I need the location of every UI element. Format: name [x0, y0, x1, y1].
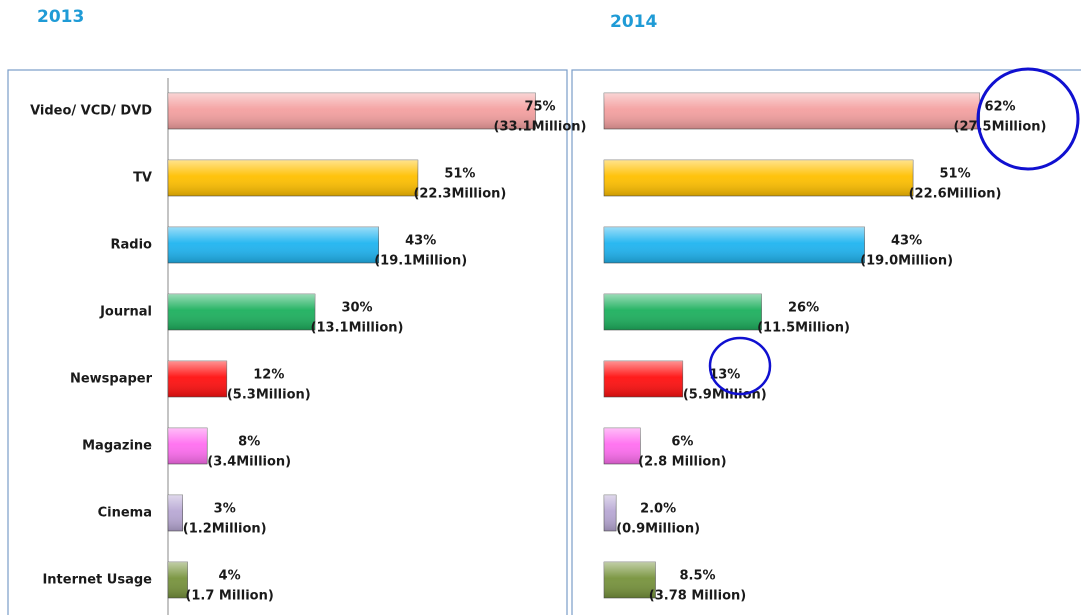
audience-label: (19.0Million) — [860, 254, 953, 269]
category-label: Journal — [99, 305, 152, 320]
bar-shine — [604, 227, 865, 263]
audience-label: (5.3Million) — [227, 388, 311, 403]
panel — [7, 69, 568, 615]
bar-shine — [168, 227, 379, 263]
bar-shine — [604, 160, 914, 196]
value-label: 12% — [253, 368, 284, 383]
category-label: Cinema — [98, 506, 152, 521]
category-label: Internet Usage — [42, 573, 152, 588]
panel — [571, 69, 1081, 615]
category-label: Magazine — [82, 439, 152, 454]
highlight-circle — [708, 336, 772, 396]
bar-shine — [168, 93, 536, 129]
bar-shine — [604, 428, 641, 464]
value-label: 43% — [405, 234, 436, 249]
value-label: 62% — [984, 100, 1015, 115]
value-label: 2.0% — [640, 502, 676, 517]
audience-label: (0.9Million) — [616, 522, 700, 537]
value-label: 26% — [788, 301, 819, 316]
value-label: 51% — [939, 167, 970, 182]
audience-label: (5.9Million) — [683, 388, 767, 403]
value-label: 3% — [214, 502, 236, 517]
audience-label: (1.7 Million) — [185, 589, 273, 604]
bar-shine — [168, 294, 315, 330]
audience-label: (11.5Million) — [757, 321, 850, 336]
bar-shine — [168, 361, 227, 397]
audience-label: (27.5Million) — [954, 120, 1047, 135]
category-label: Radio — [111, 238, 153, 253]
bar-shine — [168, 562, 188, 598]
category-label: Newspaper — [70, 372, 153, 387]
audience-label: (22.3Million) — [413, 187, 506, 202]
bar-shine — [604, 294, 762, 330]
bar-shine — [604, 93, 980, 129]
audience-label: (3.4Million) — [207, 455, 291, 470]
audience-label: (33.1Million) — [494, 120, 587, 135]
audience-label: (2.8 Million) — [638, 455, 726, 470]
value-label: 30% — [341, 301, 372, 316]
value-label: 8.5% — [679, 569, 715, 584]
value-label: 6% — [671, 435, 693, 450]
audience-label: (3.78 Million) — [649, 589, 746, 604]
value-label: 51% — [444, 167, 475, 182]
bar-shine — [168, 495, 183, 531]
bar-shine — [604, 562, 656, 598]
chart-title: 2014 — [610, 12, 657, 32]
bar-shine — [168, 428, 208, 464]
value-label: 8% — [238, 435, 260, 450]
bar-shine — [604, 495, 617, 531]
bar-shine — [604, 361, 683, 397]
value-label: 4% — [219, 569, 241, 584]
value-label: 43% — [891, 234, 922, 249]
bar-shine — [168, 160, 418, 196]
audience-label: (22.6Million) — [909, 187, 1002, 202]
highlight-circle — [976, 67, 1080, 171]
value-label: 75% — [524, 100, 555, 115]
chart-title: 2013 — [37, 7, 84, 27]
category-label: Video/ VCD/ DVD — [30, 104, 152, 119]
audience-label: (13.1Million) — [311, 321, 404, 336]
value-label: 13% — [709, 368, 740, 383]
audience-label: (1.2Million) — [183, 522, 267, 537]
audience-label: (19.1Million) — [374, 254, 467, 269]
category-label: TV — [133, 171, 152, 186]
